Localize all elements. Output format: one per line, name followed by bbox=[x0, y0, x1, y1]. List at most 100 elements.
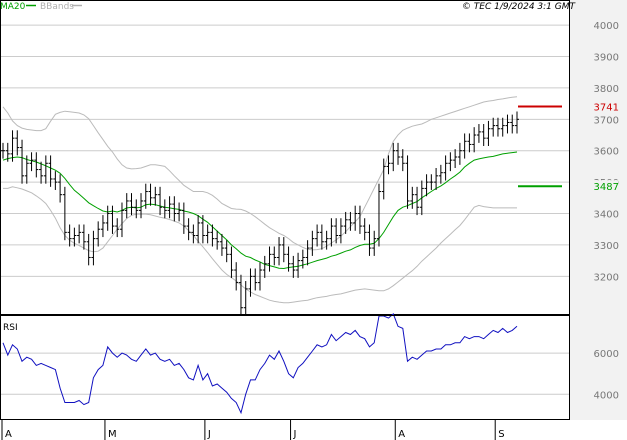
price-axis-ticks: 320033003400350036003700380039004000 bbox=[594, 21, 619, 283]
ohlc-bar bbox=[386, 155, 391, 175]
ohlc-bar bbox=[248, 268, 253, 297]
ohlc-bar bbox=[53, 171, 58, 190]
x-month-label: A bbox=[398, 429, 405, 440]
price-tick-label: 3200 bbox=[594, 272, 619, 283]
price-gridlines bbox=[0, 24, 570, 277]
ohlc-bar bbox=[367, 224, 372, 256]
ohlc-bar bbox=[305, 240, 310, 266]
ohlc-bar bbox=[481, 124, 486, 147]
ohlc-bar bbox=[357, 205, 362, 234]
ohlc-bar bbox=[110, 205, 115, 234]
bollinger-upper-band bbox=[2, 96, 518, 251]
price-tick-label: 3700 bbox=[594, 115, 619, 126]
ohlc-bar bbox=[296, 252, 301, 278]
ohlc-bar bbox=[438, 164, 443, 184]
price-axis-background bbox=[570, 0, 627, 420]
x-month-label: S bbox=[498, 429, 504, 440]
ohlc-bar bbox=[405, 155, 410, 209]
ohlc-bar bbox=[372, 230, 377, 256]
price-bars bbox=[1, 111, 519, 316]
ohlc-bar bbox=[238, 274, 243, 316]
rsi-gridlines bbox=[0, 352, 570, 395]
ohlc-bar bbox=[419, 180, 424, 216]
ohlc-bar bbox=[43, 155, 48, 184]
ohlc-bar bbox=[196, 215, 201, 244]
ohlc-bar bbox=[210, 224, 215, 247]
rsi-tick-label: 4000 bbox=[594, 390, 619, 401]
ohlc-bar bbox=[191, 224, 196, 244]
ohlc-bar bbox=[139, 193, 144, 219]
ohlc-bar bbox=[229, 246, 234, 278]
ohlc-bar bbox=[424, 174, 429, 197]
ohlc-bar bbox=[510, 114, 515, 134]
ohlc-bar bbox=[467, 133, 472, 153]
ohlc-bar bbox=[29, 152, 34, 172]
resistance-level-label: 3741 bbox=[594, 102, 619, 113]
ohlc-bar bbox=[324, 230, 329, 250]
price-tick-label: 3800 bbox=[594, 84, 619, 95]
ohlc-bar bbox=[153, 186, 158, 206]
rsi-panel: 4000 6000 RSI bbox=[0, 313, 619, 420]
ohlc-bar bbox=[453, 149, 458, 168]
ohlc-bar bbox=[148, 183, 153, 206]
ohlc-bar bbox=[224, 240, 229, 263]
ohlc-bar bbox=[457, 142, 462, 165]
ohlc-bar bbox=[343, 211, 348, 234]
ohlc-bar bbox=[10, 130, 15, 162]
ohlc-bar bbox=[415, 186, 420, 216]
ohlc-bar bbox=[515, 111, 519, 134]
price-tick-label: 4000 bbox=[594, 21, 619, 32]
ohlc-bar bbox=[434, 167, 439, 190]
ohlc-bar bbox=[158, 186, 163, 216]
rsi-line bbox=[2, 313, 518, 415]
x-month-label: A bbox=[5, 429, 12, 440]
price-panel: 320033003400350036003700380039004000 374… bbox=[0, 0, 619, 316]
ohlc-bar bbox=[119, 202, 124, 238]
ohlc-bar bbox=[77, 224, 82, 244]
ohlc-bar bbox=[234, 262, 239, 291]
ohlc-bar bbox=[281, 237, 286, 263]
ohlc-bar bbox=[476, 124, 481, 143]
ohlc-bar bbox=[62, 186, 67, 241]
ohlc-bar bbox=[396, 142, 401, 165]
ohlc-bar bbox=[100, 215, 105, 238]
price-tick-label: 3300 bbox=[594, 241, 619, 252]
price-panel-frame bbox=[0, 0, 570, 315]
legend-bbands-label: BBands bbox=[40, 2, 74, 12]
copyright-caption: © TEC 1/9/2024 3:1 GMT bbox=[462, 2, 577, 12]
ohlc-bar bbox=[134, 199, 139, 219]
ohlc-bar bbox=[20, 139, 25, 184]
ohlc-bar bbox=[319, 224, 324, 250]
ohlc-bar bbox=[200, 215, 205, 244]
x-month-label: M bbox=[108, 429, 117, 440]
ohlc-bar bbox=[472, 127, 477, 153]
ohlc-bar bbox=[495, 117, 500, 137]
price-levels: 3741 3487 bbox=[518, 100, 619, 193]
support-level-label-background bbox=[591, 180, 618, 193]
ohlc-bar bbox=[267, 246, 272, 272]
ohlc-bar bbox=[181, 202, 186, 234]
ohlc-bar bbox=[491, 117, 496, 137]
ohlc-bar bbox=[448, 152, 453, 172]
ma20-line bbox=[2, 151, 518, 270]
rsi-axis-ticks: 4000 6000 bbox=[594, 349, 619, 401]
ohlc-bar bbox=[410, 186, 415, 209]
ohlc-bar bbox=[177, 202, 182, 222]
x-month-label: J bbox=[293, 429, 297, 440]
ohlc-bar bbox=[72, 227, 77, 247]
ohlc-bar bbox=[205, 224, 210, 244]
ohlc-bar bbox=[124, 193, 129, 219]
ohlc-bar bbox=[5, 142, 10, 162]
rsi-panel-title: RSI bbox=[3, 323, 18, 333]
x-month-label: J bbox=[207, 429, 211, 440]
ohlc-bar bbox=[462, 133, 467, 159]
rsi-panel-frame bbox=[0, 315, 570, 420]
ohlc-bar bbox=[167, 196, 172, 219]
price-tick-label: 3600 bbox=[594, 147, 619, 158]
ohlc-bar bbox=[172, 196, 177, 222]
ohlc-bar bbox=[253, 268, 258, 291]
ohlc-bar bbox=[86, 233, 91, 266]
ohlc-bar bbox=[429, 174, 434, 190]
legend-ma20-label: MA20 bbox=[0, 2, 26, 12]
